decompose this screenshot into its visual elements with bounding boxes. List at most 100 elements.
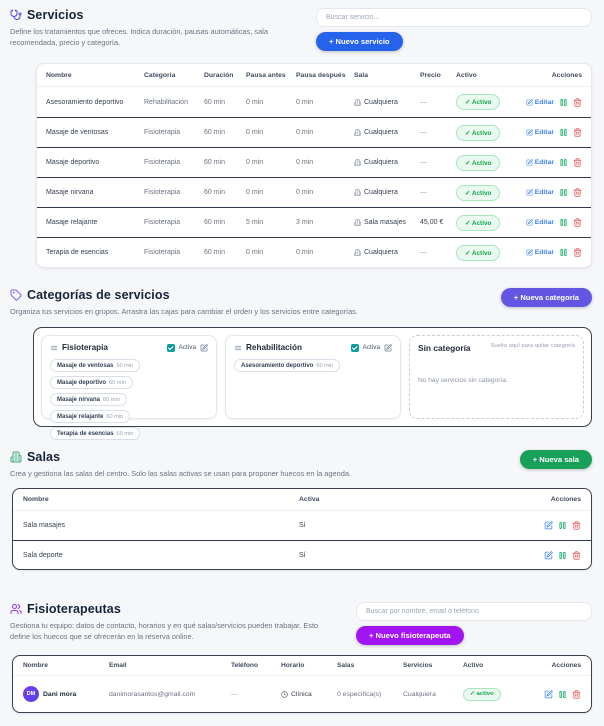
col-nombre: Nombre [23,662,48,669]
category-card-rehabilitacion[interactable]: Rehabilitación Activa Asesoramiento depo… [225,335,401,420]
col-nombre: Nombre [46,71,72,79]
physio-search-input[interactable] [356,602,592,621]
edit-button[interactable]: Editar [526,249,554,256]
service-room: Cualquiera [354,129,420,136]
delete-button[interactable] [572,521,581,530]
delete-button[interactable] [573,188,582,197]
category-chips: Asesoramiento deportivo 60 min [234,359,392,373]
col-servicios: Servicios [403,662,433,669]
service-duration: 60 min [204,219,226,226]
pause-button[interactable] [558,690,567,699]
edit-button[interactable] [544,690,553,699]
rooms-header-text: Salas Crea y gestiona las salas del cent… [10,450,351,479]
active-badge[interactable]: ✓ Activo [456,154,501,171]
service-name: Masaje nirvana [46,189,94,196]
edit-category-button[interactable] [384,344,392,352]
physio-name-cell: DM Dani mora [23,686,109,702]
edit-button[interactable]: Editar [526,219,554,226]
delete-button[interactable] [572,551,581,560]
service-chip[interactable]: Asesoramiento deportivo 60 min [234,359,341,373]
category-card-controls: Activa [166,343,208,352]
edit-button[interactable] [544,521,553,530]
pause-button[interactable] [559,248,568,257]
edit-button[interactable]: Editar [526,189,554,196]
activa-checkbox[interactable] [166,343,175,352]
service-chip[interactable]: Terapia de esencias 60 min [50,427,141,441]
delete-button[interactable] [573,248,582,257]
pause-button[interactable] [558,521,567,530]
active-badge[interactable]: ✓ activo [463,687,501,701]
physios-section: Fisioterapeutas Gestiona tu equipo: dato… [0,602,604,713]
category-name: Fisioterapia [62,343,108,353]
col-salas: Salas [337,662,355,669]
room-name: Sala masajes [23,522,66,530]
service-chip[interactable]: Masaje deportivo 60 min [50,376,133,390]
col-sala: Sala [354,71,368,79]
edit-button[interactable]: Editar [526,159,554,166]
edit-button[interactable] [544,551,553,560]
rooms-table: Nombre Activa Acciones Sala masajes Sí S… [12,488,592,571]
col-pausa-despues: Pausa después [296,71,346,79]
active-badge[interactable]: ✓ Activo [456,124,501,141]
delete-button[interactable] [573,158,582,167]
category-card-fisioterapia[interactable]: Fisioterapia Activa Masaje de ventosas 60… [41,335,217,441]
activa-checkbox[interactable] [350,343,359,352]
service-pause-after: 0 min [296,129,314,136]
service-row: Masaje deportivo Fisioterapia 60 min 0 m… [37,147,591,177]
delete-button[interactable] [572,690,581,699]
service-chip[interactable]: Masaje relajante 60 min [50,410,131,424]
physios-header-actions: + Nuevo fisioterapeuta [356,602,592,645]
service-chip[interactable]: Masaje nirvana 60 min [50,393,127,407]
delete-button[interactable] [573,218,582,227]
service-chip[interactable]: Masaje de ventosas 60 min [50,359,141,373]
edit-category-button[interactable] [200,344,208,352]
physio-row: DM Dani mora danimorasantos@gmail.com — … [13,676,591,712]
delete-button[interactable] [573,98,582,107]
new-category-button[interactable]: + Nueva categoría [500,288,592,307]
service-room: Cualquiera [354,189,420,196]
service-category: Fisioterapia [144,129,181,136]
pause-button[interactable] [559,128,568,137]
clock-icon [281,691,288,698]
service-duration: 60 min [204,129,226,136]
activa-label: Activa [362,344,380,352]
new-physio-button[interactable]: + Nuevo fisioterapeuta [356,626,464,645]
active-badge[interactable]: ✓ Activo [456,184,501,201]
edit-button[interactable]: Editar [526,129,554,136]
col-precio: Precio [420,71,441,79]
service-category: Fisioterapia [144,219,181,226]
category-card-header: Rehabilitación [234,343,302,352]
pause-button[interactable] [558,551,567,560]
service-row: Terapia de esencias Fisioterapia 60 min … [37,237,591,267]
active-badge[interactable]: ✓ Activo [456,244,501,261]
categories-title: Categorías de servicios [27,288,170,302]
physios-subtitle: Gestiona tu equipo: datos de contacto, h… [10,621,319,642]
new-service-button[interactable]: + Nuevo servicio [316,32,403,51]
edit-button[interactable]: Editar [526,98,554,106]
service-pause-before: 0 min [246,129,264,136]
pause-button[interactable] [559,188,568,197]
services-section: Servicios Define los tratamientos que of… [0,8,604,268]
pause-button[interactable] [559,218,568,227]
physio-email: danimorasantos@gmail.com [109,690,196,698]
delete-button[interactable] [573,128,582,137]
drag-handle-icon[interactable] [50,344,58,352]
active-badge[interactable]: ✓ Activo [456,214,501,231]
service-name: Terapia de esencias [46,249,109,256]
service-name: Asesoramiento deportivo [46,98,124,106]
pencil-icon [526,159,533,166]
physios-header-text: Fisioterapeutas Gestiona tu equipo: dato… [10,602,340,642]
service-search-input[interactable] [316,8,592,27]
drag-handle-icon[interactable] [234,344,242,352]
services-table-header: Nombre Categoría Duración Pausa antes Pa… [37,64,591,87]
service-pause-after: 0 min [296,159,314,166]
pause-button[interactable] [559,158,568,167]
pause-button[interactable] [559,98,568,107]
service-row: Masaje de ventosas Fisioterapia 60 min 0… [37,117,591,147]
service-price: — [420,249,427,256]
new-room-button[interactable]: + Nueva sala [519,450,592,469]
active-badge[interactable]: ✓ Activo [456,94,501,110]
physios-table-header: Nombre Email Teléfono Horario Salas Serv… [13,656,591,676]
tag-icon [10,289,22,301]
uncategorized-dropzone[interactable]: Sin categoría Suelta aquí para quitar ca… [409,335,584,420]
